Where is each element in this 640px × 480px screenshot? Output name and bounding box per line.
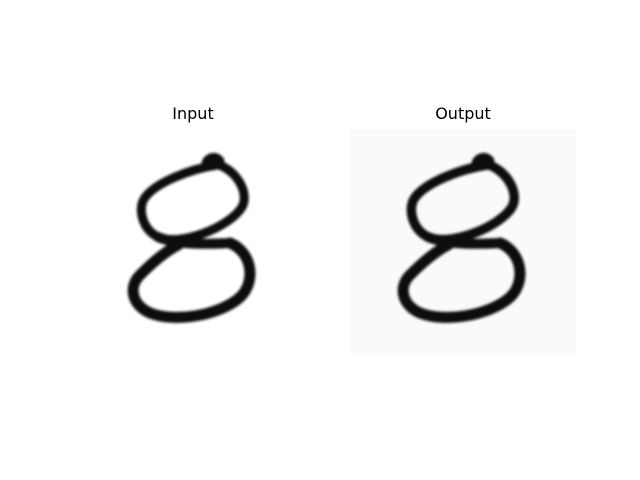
digit-top-hook bbox=[471, 152, 495, 168]
digit-upper-loop bbox=[406, 158, 519, 245]
digit-crossover bbox=[153, 232, 235, 249]
output-image-panel bbox=[350, 129, 576, 355]
output-digit-image bbox=[397, 152, 526, 323]
digit-lower-loop bbox=[397, 237, 526, 323]
digit-top-hook bbox=[201, 152, 225, 168]
output-panel-title: Output bbox=[435, 104, 491, 123]
input-digit-image bbox=[127, 152, 256, 323]
input-panel-title: Input bbox=[172, 104, 214, 123]
digit-upper-loop bbox=[136, 158, 249, 245]
digit-lower-loop bbox=[127, 237, 256, 323]
input-image-panel bbox=[80, 129, 306, 355]
digit-crossover bbox=[423, 232, 505, 249]
